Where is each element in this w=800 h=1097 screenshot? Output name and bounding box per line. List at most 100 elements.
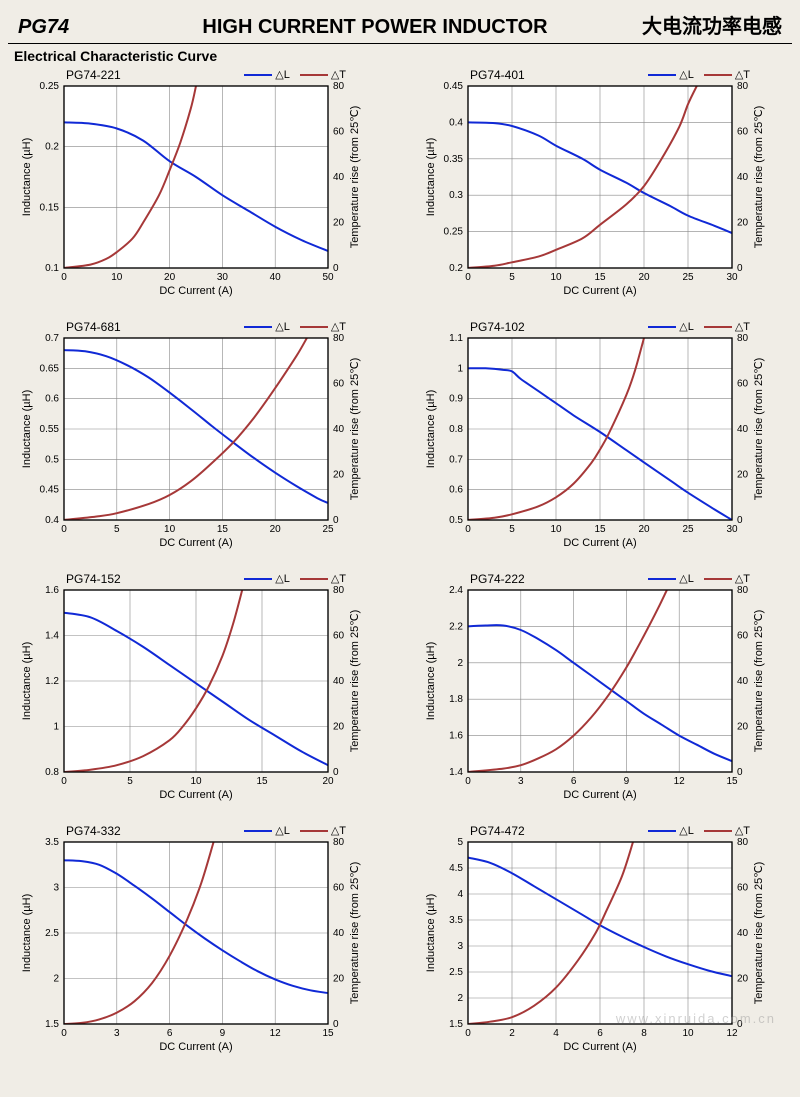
svg-text:3.5: 3.5 <box>449 915 463 926</box>
svg-text:60: 60 <box>333 631 345 642</box>
svg-text:60: 60 <box>737 127 749 138</box>
svg-text:0: 0 <box>333 515 339 526</box>
svg-text:80: 80 <box>333 333 345 344</box>
svg-text:60: 60 <box>333 883 345 894</box>
svg-text:1.5: 1.5 <box>45 1019 59 1030</box>
svg-text:10: 10 <box>550 272 562 283</box>
svg-text:Inductance (µH): Inductance (µH) <box>425 642 437 720</box>
svg-text:20: 20 <box>270 524 282 535</box>
svg-text:9: 9 <box>624 776 630 787</box>
svg-text:40: 40 <box>737 172 749 183</box>
svg-text:0.7: 0.7 <box>45 333 59 344</box>
svg-text:2.2: 2.2 <box>449 621 463 632</box>
chart-grid: PG74-221△L△T010203040500.10.150.20.25020… <box>8 64 792 1066</box>
svg-text:Temperature rise (from 25℃): Temperature rise (from 25℃) <box>349 610 361 753</box>
svg-text:5: 5 <box>457 837 463 848</box>
svg-text:Temperature rise (from 25℃): Temperature rise (from 25℃) <box>753 358 765 501</box>
svg-text:2: 2 <box>53 974 59 985</box>
svg-text:10: 10 <box>111 272 123 283</box>
svg-text:5: 5 <box>509 272 515 283</box>
legend-dt: △T <box>704 320 750 333</box>
svg-text:3: 3 <box>53 883 59 894</box>
svg-text:10: 10 <box>682 1028 694 1039</box>
svg-text:40: 40 <box>333 172 345 183</box>
svg-text:4.5: 4.5 <box>449 863 463 874</box>
svg-text:0.9: 0.9 <box>449 394 463 405</box>
svg-text:0.8: 0.8 <box>449 424 463 435</box>
svg-text:2.5: 2.5 <box>449 967 463 978</box>
chart-title: PG74-681 <box>66 320 121 334</box>
svg-text:15: 15 <box>594 272 606 283</box>
chart-svg: 0246810121.522.533.544.55020406080DC Cur… <box>418 820 768 1060</box>
chart-title: PG74-472 <box>470 824 525 838</box>
svg-text:1.6: 1.6 <box>449 731 463 742</box>
svg-text:DC Current (A): DC Current (A) <box>563 537 636 549</box>
svg-text:20: 20 <box>333 974 345 985</box>
svg-text:3.5: 3.5 <box>45 837 59 848</box>
chart-legend: △L△T <box>648 572 750 585</box>
svg-text:DC Current (A): DC Current (A) <box>159 789 232 801</box>
svg-text:20: 20 <box>164 272 176 283</box>
legend-dl: △L <box>648 68 694 81</box>
chart-PG74-221: PG74-221△L△T010203040500.10.150.20.25020… <box>14 64 382 304</box>
svg-text:0: 0 <box>333 1019 339 1030</box>
svg-text:1: 1 <box>457 363 463 374</box>
legend-dt: △T <box>300 572 346 585</box>
svg-text:1.1: 1.1 <box>449 333 463 344</box>
chart-PG74-401: PG74-401△L△T0510152025300.20.250.30.350.… <box>418 64 786 304</box>
svg-text:0.65: 0.65 <box>40 363 60 374</box>
svg-text:0.4: 0.4 <box>45 515 59 526</box>
svg-text:0: 0 <box>61 524 67 535</box>
svg-text:0.55: 0.55 <box>40 424 60 435</box>
chart-title: PG74-332 <box>66 824 121 838</box>
svg-text:80: 80 <box>737 333 749 344</box>
svg-text:5: 5 <box>127 776 133 787</box>
svg-text:20: 20 <box>737 470 749 481</box>
chart-PG74-681: PG74-681△L△T05101520250.40.450.50.550.60… <box>14 316 382 556</box>
svg-text:40: 40 <box>333 676 345 687</box>
svg-text:Inductance (µH): Inductance (µH) <box>21 390 33 468</box>
svg-text:10: 10 <box>164 524 176 535</box>
svg-text:80: 80 <box>737 81 749 92</box>
svg-text:20: 20 <box>737 974 749 985</box>
legend-dl: △L <box>244 824 290 837</box>
svg-text:0: 0 <box>61 776 67 787</box>
chart-legend: △L△T <box>244 68 346 81</box>
svg-text:0: 0 <box>737 263 743 274</box>
svg-text:1.4: 1.4 <box>45 631 59 642</box>
svg-text:Inductance (µH): Inductance (µH) <box>21 138 33 216</box>
svg-text:0.25: 0.25 <box>40 81 60 92</box>
svg-text:80: 80 <box>333 585 345 596</box>
svg-text:0.25: 0.25 <box>444 227 464 238</box>
chart-title: PG74-221 <box>66 68 121 82</box>
legend-dt: △T <box>704 572 750 585</box>
svg-text:25: 25 <box>682 272 694 283</box>
svg-text:0.7: 0.7 <box>449 454 463 465</box>
chart-PG74-102: PG74-102△L△T0510152025300.50.60.70.80.91… <box>418 316 786 556</box>
svg-text:0: 0 <box>465 776 471 787</box>
chart-legend: △L△T <box>648 320 750 333</box>
svg-text:0.3: 0.3 <box>449 190 463 201</box>
svg-text:6: 6 <box>167 1028 173 1039</box>
svg-text:1.2: 1.2 <box>45 676 59 687</box>
svg-text:DC Current (A): DC Current (A) <box>159 285 232 297</box>
svg-text:12: 12 <box>674 776 686 787</box>
svg-text:6: 6 <box>597 1028 603 1039</box>
svg-text:40: 40 <box>737 676 749 687</box>
svg-text:3: 3 <box>457 941 463 952</box>
svg-text:20: 20 <box>638 524 650 535</box>
svg-text:Temperature rise (from 25℃): Temperature rise (from 25℃) <box>349 862 361 1005</box>
legend-dl: △L <box>244 320 290 333</box>
svg-text:2: 2 <box>457 658 463 669</box>
svg-text:60: 60 <box>333 379 345 390</box>
chart-legend: △L△T <box>244 572 346 585</box>
svg-text:1.4: 1.4 <box>449 767 463 778</box>
svg-text:15: 15 <box>217 524 229 535</box>
chart-PG74-152: PG74-152△L△T051015200.811.21.41.60204060… <box>14 568 382 808</box>
title-chinese: 大电流功率电感 <box>582 10 782 39</box>
svg-text:0: 0 <box>465 272 471 283</box>
chart-PG74-332: PG74-332△L△T036912151.522.533.5020406080… <box>14 820 382 1060</box>
svg-text:0.8: 0.8 <box>45 767 59 778</box>
chart-legend: △L△T <box>648 68 750 81</box>
svg-text:30: 30 <box>217 272 229 283</box>
